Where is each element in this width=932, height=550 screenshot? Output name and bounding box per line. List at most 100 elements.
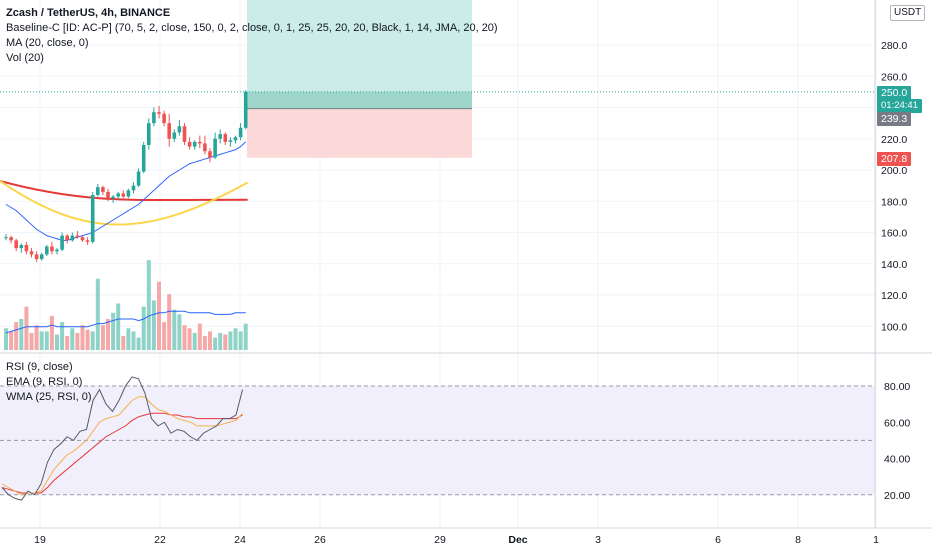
volume-bars — [4, 260, 248, 350]
candle-body — [213, 138, 217, 158]
volume-bar — [157, 281, 161, 350]
volume-bar — [95, 278, 100, 350]
volume-bar — [243, 323, 248, 350]
volume-bar — [228, 331, 233, 350]
volume-bar — [19, 319, 24, 350]
stop-price-badge: 207.8 — [877, 152, 912, 166]
candle-body — [34, 254, 39, 260]
candle-body — [111, 196, 115, 199]
candle-body — [198, 141, 202, 144]
candle-body — [208, 151, 212, 158]
bar-countdown-badge: 01:24:41 — [877, 99, 922, 113]
candle-body — [152, 112, 156, 124]
time-tick-label: 6 — [715, 534, 721, 546]
candle-body — [116, 193, 120, 197]
volume-bar — [197, 323, 202, 350]
rsi-ema-line — [1, 396, 243, 496]
candle-body — [147, 123, 151, 145]
time-tick-label: 29 — [434, 534, 446, 546]
candle-body — [136, 171, 141, 186]
volume-bar — [100, 325, 105, 350]
time-tick-label: Dec — [508, 534, 527, 546]
candle-body — [75, 235, 80, 238]
volume-bar — [65, 336, 70, 350]
candle-body — [157, 112, 161, 114]
volume-bar — [213, 337, 218, 350]
candle-body — [24, 245, 29, 252]
rsi-tick-label: 80.00 — [884, 381, 910, 393]
volume-bar — [141, 306, 146, 350]
volume-ma-line — [5, 310, 246, 334]
candle-body — [177, 126, 182, 133]
volume-bar — [24, 306, 29, 350]
candle-body — [223, 134, 228, 142]
indicator-volume-label[interactable]: Vol (20) — [6, 52, 44, 64]
volume-bar — [44, 331, 49, 350]
price-tick-label: 260.0 — [881, 71, 907, 83]
candle-body — [187, 141, 192, 147]
candle-body — [162, 113, 166, 124]
currency-selector[interactable]: USDT — [890, 5, 926, 21]
volume-bar — [60, 322, 65, 350]
price-tick-label: 220.0 — [881, 134, 907, 146]
position-zones — [0, 0, 875, 158]
volume-bar — [29, 332, 34, 350]
candle-body — [9, 237, 13, 241]
volume-bar — [80, 325, 85, 350]
symbol-title[interactable]: Zcash / TetherUS, 4h, BINANCE — [6, 7, 171, 19]
stop-zone — [247, 108, 472, 158]
volume-bar — [121, 336, 126, 350]
candle-body — [218, 134, 222, 139]
volume-bar — [162, 322, 167, 350]
indicator-baseline-label[interactable]: Baseline-C [ID: AC-P] (70, 5, 2, close, … — [6, 22, 498, 34]
candle-body — [50, 246, 54, 252]
volume-bar — [187, 328, 192, 350]
indicator-rsi-ema-label[interactable]: EMA (9, RSI, 0) — [6, 376, 83, 388]
rsi-tick-label: 60.00 — [884, 417, 910, 429]
indicator-ma-label[interactable]: MA (20, close, 0) — [6, 37, 89, 49]
volume-bar — [39, 331, 44, 350]
volume-bar — [106, 319, 110, 350]
indicator-rsi-wma-label[interactable]: WMA (25, RSI, 0) — [6, 391, 92, 403]
time-tick-label: 24 — [234, 534, 246, 546]
rsi-line — [1, 376, 243, 501]
time-tick-label: 22 — [154, 534, 166, 546]
time-tick-label: 1 — [873, 534, 879, 546]
volume-bar — [126, 328, 131, 350]
ma20-line — [5, 141, 247, 241]
time-tick-label: 26 — [314, 534, 326, 546]
candle-body — [85, 240, 90, 242]
volume-bar — [70, 328, 75, 350]
volume-bar — [34, 325, 39, 350]
entry-price-badge: 239.3 — [877, 112, 912, 126]
volume-bar — [4, 328, 8, 350]
target-zone — [247, 91, 472, 109]
candle-body — [65, 235, 69, 241]
candle-body — [121, 193, 126, 197]
candle-body — [101, 187, 105, 192]
volume-bar — [192, 332, 197, 350]
candle-body — [228, 140, 233, 142]
current-price-badge: 250.0 — [877, 86, 912, 100]
candles — [4, 90, 248, 263]
candle-body — [29, 251, 34, 255]
candle-body — [96, 187, 100, 195]
indicator-rsi-label[interactable]: RSI (9, close) — [6, 361, 73, 373]
volume-bar — [136, 337, 141, 350]
candle-body — [90, 195, 95, 242]
volume-bar — [233, 328, 238, 350]
candle-body — [192, 141, 197, 147]
volume-bar — [223, 334, 228, 350]
volume-bar — [151, 300, 156, 350]
volume-bar — [55, 334, 59, 350]
candle-body — [45, 246, 49, 255]
baseline-red-curve — [0, 179, 248, 202]
candle-body — [233, 137, 238, 141]
candle-body — [70, 235, 75, 241]
price-tick-label: 140.0 — [881, 259, 907, 271]
volume-bar — [218, 332, 223, 350]
price-tick-label: 180.0 — [881, 196, 907, 208]
candle-body — [243, 91, 248, 128]
